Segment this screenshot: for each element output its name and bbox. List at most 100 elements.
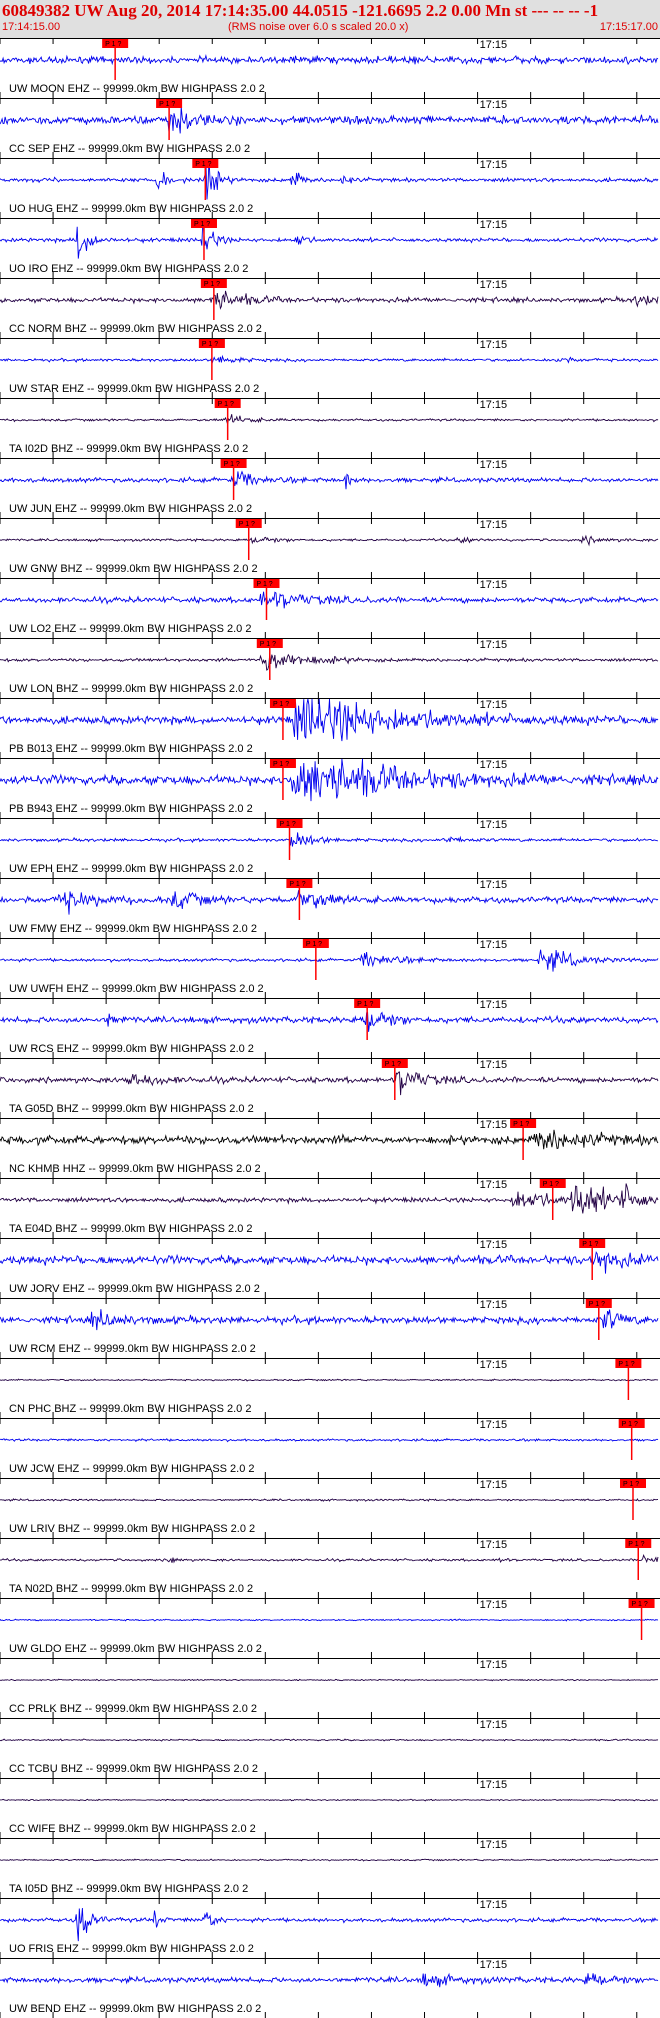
pick-label: P 1 ?	[273, 701, 289, 708]
waveform	[0, 1011, 659, 1032]
waveform	[0, 1309, 659, 1331]
minute-label: 17:15	[480, 819, 508, 831]
pick-label: P 1 ?	[273, 761, 289, 768]
waveform	[0, 591, 659, 609]
minute-label: 17:15	[480, 1059, 508, 1071]
pick-flag	[192, 159, 219, 168]
pick-label: P 1 ?	[239, 521, 255, 528]
waveform	[0, 1858, 659, 1862]
trace-row: 17:15 TA I05D BHZ -- 99999.0km BW HIGHPAS…	[0, 1838, 660, 1898]
pick-label: P 1 ?	[623, 1481, 639, 1488]
pick-label: P 1 ?	[159, 101, 175, 108]
pick-label: P 1 ?	[622, 1421, 638, 1428]
pick-label: P 1 ?	[218, 401, 234, 408]
waveform	[0, 290, 659, 310]
pick-label: P 1 ?	[385, 1061, 401, 1068]
waveform	[0, 832, 659, 847]
pick-flag	[354, 999, 381, 1008]
station-label: UO HUG EHZ -- 99999.0km BW HIGHPASS 2.0 …	[9, 203, 253, 215]
waveform	[0, 1554, 659, 1564]
trace-row: 17:15 P 1 ? UW FMW EHZ -- 99999.0km BW HIG…	[0, 878, 660, 938]
pick-label: P 1 ?	[204, 281, 220, 288]
pick-label: P 1 ?	[306, 941, 322, 948]
station-label: CC WIFE BHZ -- 99999.0km BW HIGHPASS 2.0…	[9, 1823, 256, 1835]
trace-row: 17:15 P 1 ? UO IRO EHZ -- 99999.0km BW HIG…	[0, 218, 660, 278]
minute-label: 17:15	[480, 1839, 508, 1851]
minute-label: 17:15	[480, 1359, 508, 1371]
trace-row: 17:15 P 1 ? UO HUG EHZ -- 99999.0km BW HIG…	[0, 158, 660, 218]
minute-label: 17:15	[480, 279, 508, 291]
trace-row: 17:15 P 1 ? CC NORM BHZ -- 99999.0km BW HI…	[0, 278, 660, 338]
pick-label: P 1 ?	[618, 1361, 634, 1368]
waveform	[0, 1251, 659, 1274]
trace-row: 17:15 P 1 ? UW LO2 EHZ -- 99999.0km BW HIG…	[0, 578, 660, 638]
minute-label: 17:15	[480, 1599, 508, 1611]
minute-label: 17:15	[480, 99, 508, 111]
station-label: UW RCS EHZ -- 99999.0km BW HIGHPASS 2.0 …	[9, 1043, 254, 1055]
pick-flag	[286, 879, 313, 888]
station-label: UW JUN EHZ -- 99999.0km BW HIGHPASS 2.0 …	[9, 503, 252, 515]
pick-flag	[269, 699, 296, 708]
minute-label: 17:15	[480, 1959, 508, 1971]
station-label: CC TCBU BHZ -- 99999.0km BW HIGHPASS 2.0…	[9, 1763, 258, 1775]
pick-label: P 1 ?	[256, 581, 272, 588]
waveform	[0, 1498, 659, 1502]
pick-flag	[628, 1599, 655, 1608]
pick-label: P 1 ?	[513, 1121, 529, 1128]
minute-label: 17:15	[480, 1539, 508, 1551]
waveform	[0, 698, 659, 742]
waveform	[0, 534, 659, 547]
pick-flag	[269, 759, 296, 768]
minute-label: 17:15	[480, 579, 508, 591]
pick-label: P 1 ?	[280, 821, 296, 828]
scaling-note: (RMS noise over 6.0 s scaled 20.0 x)	[228, 21, 409, 33]
minute-label: 17:15	[480, 1179, 508, 1191]
waveform	[0, 1678, 658, 1682]
waveform	[0, 1907, 659, 1942]
trace-row: 17:15 P 1 ? UW EPH EHZ -- 99999.0km BW HIG…	[0, 818, 660, 878]
station-label: TA I02D BHZ -- 99999.0km BW HIGHPASS 2.0…	[9, 443, 248, 455]
pick-label: P 1 ?	[357, 1001, 373, 1008]
minute-label: 17:15	[480, 1659, 508, 1671]
minute-label: 17:15	[480, 1239, 508, 1251]
station-label: UO IRO EHZ -- 99999.0km BW HIGHPASS 2.0 …	[9, 263, 248, 275]
pick-label: P 1 ?	[543, 1181, 559, 1188]
station-label: PB B013 EHZ -- 99999.0km BW HIGHPASS 2.0…	[9, 743, 253, 755]
trace-row: 17:15 P 1 ? UW GNW BHZ -- 99999.0km BW HIG…	[0, 518, 660, 578]
waveform	[0, 218, 659, 259]
station-label: PB B943 EHZ -- 99999.0km BW HIGHPASS 2.0…	[9, 803, 253, 815]
trace-row: 17:15 P 1 ? UW LRIV BHZ -- 99999.0km BW HI…	[0, 1478, 660, 1538]
trace-row: 17:15 P 1 ? UW STAR EHZ -- 99999.0km BW HI…	[0, 338, 660, 398]
waveform	[0, 158, 659, 200]
station-label: TA N02D BHZ -- 99999.0km BW HIGHPASS 2.0…	[9, 1583, 253, 1595]
pick-flag	[198, 339, 225, 348]
station-label: TA E04D BHZ -- 99999.0km BW HIGHPASS 2.0…	[9, 1223, 253, 1235]
station-label: UO FRIS EHZ -- 99999.0km BW HIGHPASS 2.0…	[9, 1943, 254, 1955]
pick-label: P 1 ?	[628, 1541, 644, 1548]
pick-flag	[256, 639, 283, 648]
trace-row: 17:15 P 1 ? CC SEP EHZ -- 99999.0km BW HIG…	[0, 98, 660, 158]
waveform	[0, 1437, 659, 1443]
trace-row: 17:15 P 1 ? UW UWFH EHZ -- 99999.0km BW HI…	[0, 938, 660, 998]
waveform	[0, 1798, 659, 1802]
pick-flag	[615, 1359, 642, 1368]
trace-row: 17:15 P 1 ? NC KHMB HHZ -- 99999.0km BW HI…	[0, 1118, 660, 1178]
waveform	[0, 106, 659, 134]
pick-flag	[200, 279, 227, 288]
station-label: UW GNW BHZ -- 99999.0km BW HIGHPASS 2.0 …	[9, 563, 258, 575]
trace-row: 17:15 CC WIFE BHZ -- 99999.0km BW HIGHPAS…	[0, 1778, 660, 1838]
minute-label: 17:15	[480, 939, 508, 951]
station-label: TA G05D BHZ -- 99999.0km BW HIGHPASS 2.0…	[9, 1103, 254, 1115]
pick-flag	[102, 39, 129, 48]
waveform	[0, 354, 659, 365]
station-label: TA I05D BHZ -- 99999.0km BW HIGHPASS 2.0…	[9, 1883, 248, 1895]
minute-label: 17:15	[480, 1119, 508, 1131]
pick-flag	[625, 1539, 652, 1548]
minute-label: 17:15	[480, 699, 508, 711]
pick-label: P 1 ?	[202, 341, 218, 348]
trace-row: 17:15 P 1 ? TA E04D BHZ -- 99999.0km BW HI…	[0, 1178, 660, 1238]
pick-label: P 1 ?	[289, 881, 305, 888]
trace-row: 17:15 UO FRIS EHZ -- 99999.0km BW HIGHPAS…	[0, 1898, 660, 1958]
trace-row: 17:15 P 1 ? UW JORV EHZ -- 99999.0km BW HI…	[0, 1238, 660, 1298]
waveform	[0, 890, 659, 915]
